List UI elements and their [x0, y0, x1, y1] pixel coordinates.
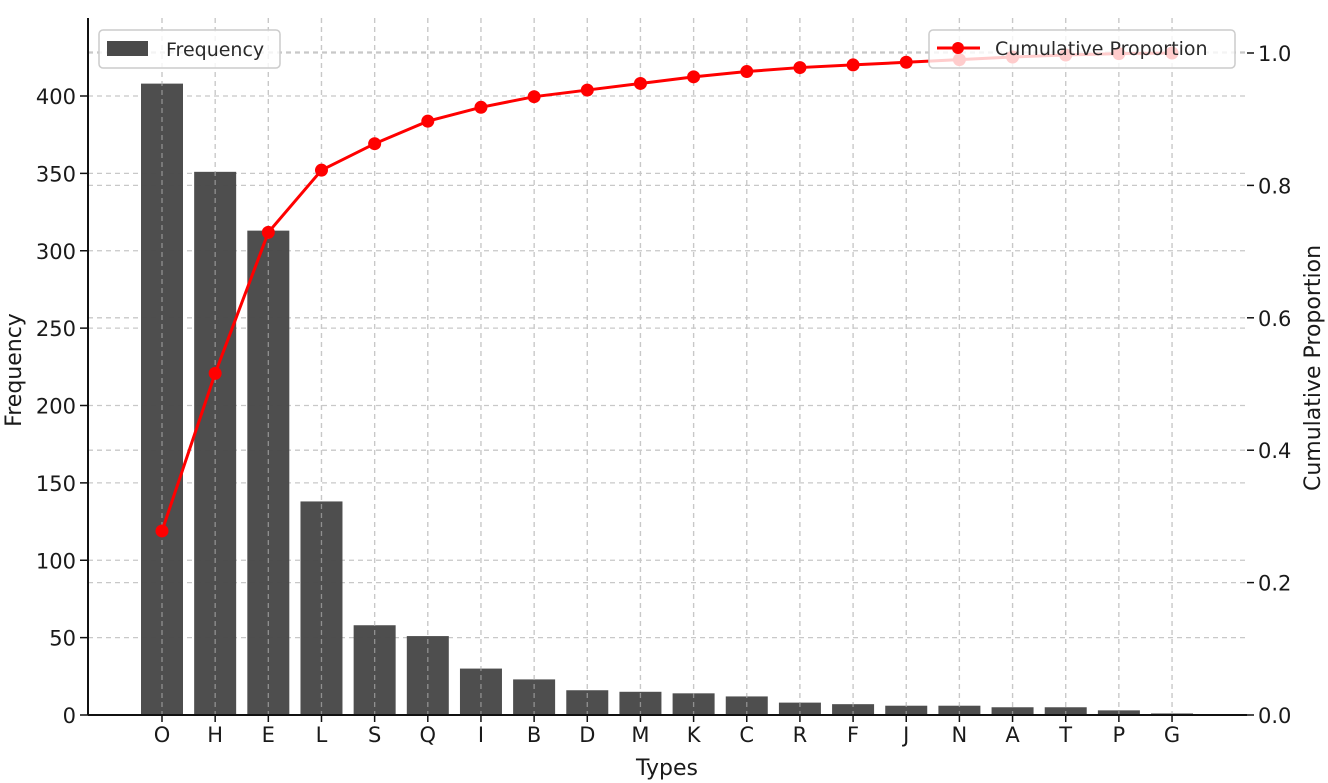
x-tick-label: E [262, 723, 275, 747]
bar [778, 702, 821, 715]
cumulative-line [155, 46, 1179, 538]
cumulative-point [580, 83, 594, 97]
left-tick-label: 350 [36, 162, 76, 186]
frequency-bars [141, 18, 1194, 716]
right-tick-label: 0.8 [1258, 174, 1291, 198]
x-tick-label: H [207, 723, 223, 747]
x-tick-label: K [687, 723, 702, 747]
grid-vertical [161, 18, 1173, 715]
frequency-swatch-icon [107, 41, 148, 56]
x-tick-label: P [1113, 723, 1126, 747]
cumulative-point [793, 61, 807, 75]
x-tick-label: A [1005, 723, 1020, 747]
left-tick-label: 250 [36, 317, 76, 341]
bar [938, 705, 981, 715]
cumulative-point [368, 137, 382, 151]
legend-cumulative: Cumulative Proportion [928, 29, 1236, 69]
x-tick-label: T [1058, 723, 1072, 747]
y2-axis-label: Cumulative Proportion [1301, 245, 1326, 491]
y-axis-label: Frequency [2, 313, 27, 427]
axes [87, 18, 1247, 716]
x-tick-label: G [1164, 723, 1180, 747]
x-axis-label: Types [635, 756, 698, 781]
x-tick-label: M [631, 723, 649, 747]
x-tick-label: B [527, 723, 541, 747]
left-tick-label: 0 [63, 704, 76, 728]
x-tick-label: J [901, 723, 909, 747]
cumulative-point [314, 163, 328, 177]
cumulative-point [421, 114, 435, 128]
left-tick-label: 200 [36, 395, 76, 419]
cumulative-point [208, 366, 222, 380]
x-tick-label: O [154, 723, 171, 747]
left-tick-label: 50 [49, 627, 76, 651]
cumulative-point [899, 55, 913, 69]
x-tick-label: I [478, 723, 484, 747]
right-axis-ticks: 0.0 0.2 0.4 0.6 0.8 1.0 [1247, 42, 1291, 728]
cumulative-point [846, 58, 860, 72]
x-tick-label: D [579, 723, 595, 747]
cumulative-point [687, 70, 701, 84]
left-tick-label: 150 [36, 472, 76, 496]
cumulative-point [527, 90, 541, 104]
cumulative-point [474, 100, 488, 114]
legend-cumulative-label: Cumulative Proportion [995, 38, 1208, 60]
left-tick-label: 300 [36, 240, 76, 264]
left-tick-label: 400 [36, 85, 76, 109]
x-tick-label: F [847, 723, 859, 747]
left-tick-label: 100 [36, 549, 76, 573]
x-tick-label: N [952, 723, 968, 747]
x-tick-label: S [368, 723, 381, 747]
x-tick-label: Q [420, 723, 437, 747]
bar [885, 705, 928, 715]
right-tick-label: 0.4 [1258, 439, 1291, 463]
left-axis-ticks: 0 50 100 150 200 250 300 350 400 [36, 85, 88, 728]
cumulative-point [740, 65, 754, 79]
bar [832, 704, 875, 715]
right-tick-label: 1.0 [1258, 42, 1291, 66]
legend-frequency-label: Frequency [166, 39, 264, 61]
x-tick-label: R [793, 723, 808, 747]
cumulative-point [261, 225, 275, 239]
right-tick-label: 0.2 [1258, 572, 1291, 596]
cumulative-point [633, 76, 647, 90]
x-tick-label: L [316, 723, 328, 747]
cumulative-marker-icon [952, 42, 964, 54]
x-tick-label: C [739, 723, 754, 747]
legend-frequency: Frequency [98, 29, 281, 69]
right-tick-label: 0.0 [1258, 704, 1291, 728]
right-tick-label: 0.6 [1258, 307, 1291, 331]
cumulative-point [155, 524, 169, 538]
